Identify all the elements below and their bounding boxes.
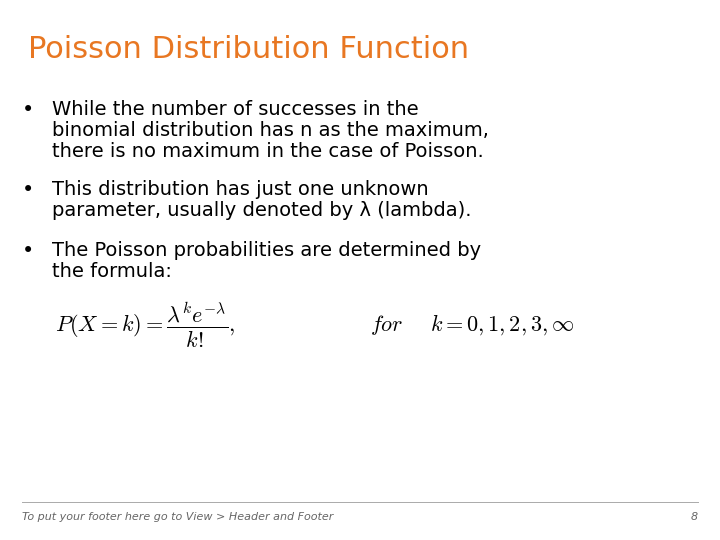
Text: •: •	[22, 180, 35, 200]
Text: While the number of successes in the: While the number of successes in the	[52, 100, 418, 119]
Text: parameter, usually denoted by λ (lambda).: parameter, usually denoted by λ (lambda)…	[52, 201, 472, 220]
Text: To put your footer here go to View > Header and Footer: To put your footer here go to View > Hea…	[22, 512, 333, 522]
Text: 8: 8	[691, 512, 698, 522]
Text: The Poisson probabilities are determined by: The Poisson probabilities are determined…	[52, 241, 481, 260]
Text: •: •	[22, 241, 35, 261]
Text: there is no maximum in the case of Poisson.: there is no maximum in the case of Poiss…	[52, 142, 484, 161]
Text: $P(X=k)=\dfrac{\lambda^{k}e^{-\lambda}}{k!},$: $P(X=k)=\dfrac{\lambda^{k}e^{-\lambda}}{…	[55, 300, 235, 350]
Text: $k=0,1,2,3,\infty$: $k=0,1,2,3,\infty$	[430, 313, 575, 338]
Text: binomial distribution has n as the maximum,: binomial distribution has n as the maxim…	[52, 121, 489, 140]
Text: Poisson Distribution Function: Poisson Distribution Function	[28, 35, 469, 64]
Text: $\mathit{for}$: $\mathit{for}$	[370, 313, 403, 337]
Text: This distribution has just one unknown: This distribution has just one unknown	[52, 180, 428, 199]
Text: the formula:: the formula:	[52, 262, 172, 281]
Text: •: •	[22, 100, 35, 120]
